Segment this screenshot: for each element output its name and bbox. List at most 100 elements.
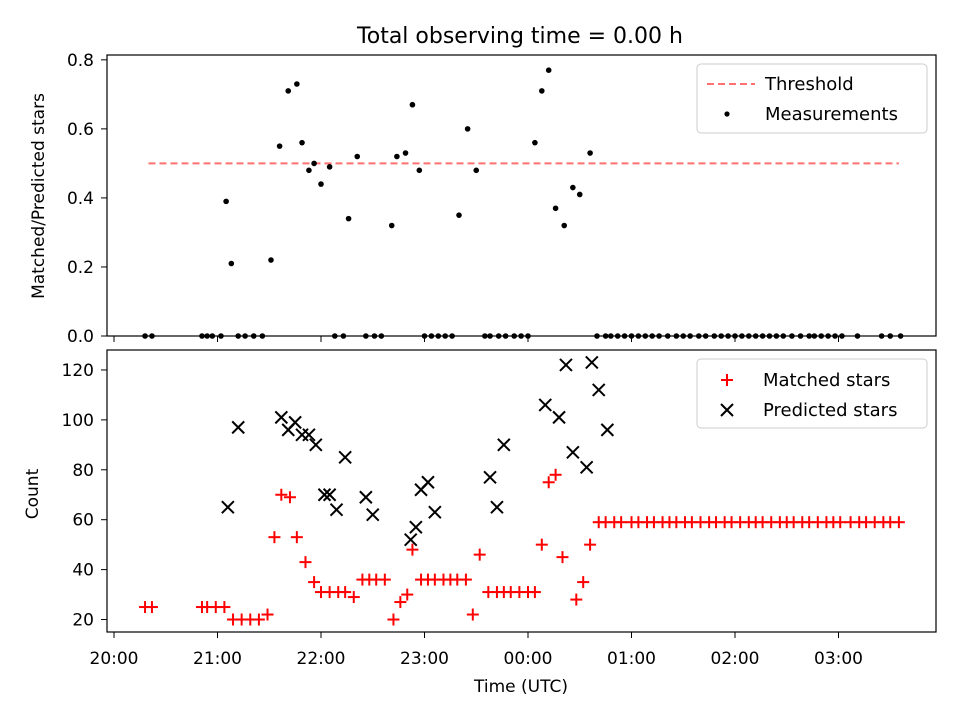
matched-stars-point (275, 488, 288, 501)
predicted-stars-point (592, 383, 606, 397)
predicted-stars-point (585, 355, 599, 370)
predicted-stars-point (274, 410, 289, 425)
predicted-stars-point (231, 420, 245, 435)
matched-stars-point (268, 531, 281, 544)
legend-measurements-label: Measurements (765, 104, 898, 125)
matched-stars-point (283, 491, 296, 504)
measurement-point (587, 150, 593, 156)
matched-stars-point (401, 588, 414, 601)
predicted-stars-point (338, 450, 352, 465)
bottom-plot-frame (106, 349, 937, 633)
measurement-point (294, 81, 300, 87)
matched-stars-point (394, 596, 407, 609)
predicted-stars-point (421, 475, 435, 489)
legend-threshold-label: Threshold (764, 74, 854, 95)
predicted-stars-point (600, 423, 615, 437)
measurement-point (456, 212, 462, 218)
matched-stars-point (290, 531, 303, 544)
measurement-point (570, 184, 576, 191)
matched-stars-point (406, 543, 419, 556)
matched-stars-point (378, 573, 391, 586)
matched-stars-point (615, 516, 628, 529)
top-y-axis-label: Matched/Predicted stars (29, 93, 49, 299)
predicted-stars-point (309, 438, 323, 452)
predicted-stars-series (221, 355, 615, 547)
predicted-stars-point (329, 503, 344, 517)
measurement-point (561, 222, 568, 229)
matched-stars-point (387, 613, 400, 626)
legend-matched-label: Matched stars (763, 370, 890, 391)
measurement-point (388, 222, 395, 229)
measurement-point (394, 153, 400, 160)
predicted-stars-point (566, 445, 580, 460)
matched-stars-point (577, 576, 590, 589)
measurement-point (409, 101, 416, 108)
predicted-stars-point (579, 460, 594, 474)
measurement-point (223, 198, 229, 205)
x-axis-label: Time (UTC) (473, 677, 568, 697)
top-y-tick-label: 0.2 (67, 258, 94, 278)
predicted-stars-point (317, 488, 332, 502)
top-y-tick-label: 0.8 (67, 51, 94, 71)
matched-stars-point (556, 551, 569, 564)
predicted-stars-point (559, 358, 573, 372)
measurement-point (285, 88, 292, 94)
predicted-stars-point (497, 438, 511, 452)
measurement-point (345, 215, 352, 222)
measurement-point (532, 139, 538, 146)
matched-stars-point (339, 586, 352, 599)
measurement-point (539, 88, 545, 94)
measurement-point (473, 167, 480, 174)
x-tick-label: 22:00 (297, 649, 346, 669)
predicted-stars-point (538, 398, 552, 412)
predicted-stars-point (322, 488, 337, 502)
predicted-stars-point (552, 410, 566, 425)
matched-stars-point (542, 476, 555, 489)
matched-stars-point (473, 548, 486, 561)
matched-stars-series (139, 468, 905, 626)
bottom-x-axis: 20:00 21:00 22:00 23:00 00:00 01:00 02:00 03:00 (90, 632, 863, 669)
measurements-series (142, 67, 904, 339)
measurement-point (552, 205, 559, 212)
measurement-point (402, 150, 409, 156)
bottom-legend: Matched stars Predicted stars (696, 358, 928, 429)
measurement-point (268, 257, 274, 263)
measurement-point (306, 167, 312, 174)
bottom-legend-box (696, 358, 928, 429)
measurement-point (545, 67, 552, 73)
x-tick-label: 00:00 (504, 649, 553, 669)
bottom-y-tick-label: 20 (72, 611, 94, 631)
matched-stars-point (252, 613, 265, 626)
predicted-stars-point (302, 428, 316, 442)
matched-stars-point (892, 516, 905, 529)
bottom-y-tick-label: 80 (72, 461, 94, 481)
measurement-point (354, 153, 361, 160)
legend-matched-swatch (721, 374, 733, 386)
predicted-stars-point (428, 505, 442, 519)
top-legend: Threshold Measurements (696, 63, 928, 134)
measurement-point (299, 139, 305, 146)
bottom-y-axis: 20 40 60 80 100 120 (62, 361, 107, 631)
predicted-stars-point (490, 500, 504, 514)
legend-predicted-swatch (720, 403, 734, 417)
x-tick-label: 23:00 (400, 649, 449, 669)
top-y-tick-label: 0.0 (67, 327, 94, 347)
matched-stars-point (218, 601, 231, 614)
bottom-y-axis-label: Count (23, 468, 43, 519)
predicted-stars-point (359, 490, 373, 504)
matched-stars-point (261, 608, 274, 621)
matched-stars-point (347, 591, 360, 604)
legend-predicted-label: Predicted stars (763, 400, 897, 421)
bottom-y-tick-label: 100 (62, 411, 94, 431)
x-tick-label: 20:00 (90, 649, 139, 669)
matched-stars-point (466, 608, 479, 621)
matched-stars-point (549, 468, 562, 481)
predicted-stars-point (221, 500, 235, 514)
chart-title: Total observing time = 0.00 h (356, 24, 683, 49)
predicted-stars-point (366, 508, 380, 522)
predicted-stars-point (483, 470, 497, 484)
top-plot-frame (106, 54, 937, 337)
x-tick-label: 21:00 (193, 649, 242, 669)
matched-stars-point (535, 538, 548, 551)
